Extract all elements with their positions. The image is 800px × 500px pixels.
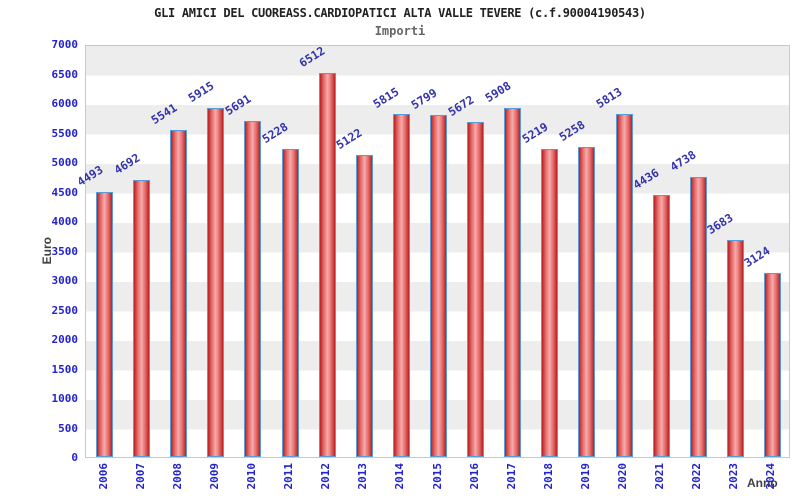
- x-tick-label: 2007: [133, 463, 147, 490]
- chart-subtitle: Importi: [374, 24, 426, 38]
- bar: [392, 114, 410, 457]
- x-tick-label: 2018: [541, 463, 555, 490]
- x-axis-label: Anno: [747, 476, 778, 490]
- bar: [541, 149, 559, 457]
- x-tick-label: 2021: [653, 463, 667, 490]
- x-tick-label: 2010: [244, 463, 258, 490]
- bar: [615, 114, 633, 457]
- x-tick-label: 2009: [207, 463, 221, 490]
- bar: [578, 147, 596, 457]
- x-tick-label: 2014: [393, 463, 407, 490]
- y-tick-label: 4500: [51, 185, 79, 199]
- y-tick-label: 1000: [51, 392, 79, 405]
- x-tick-label: 2016: [467, 463, 481, 490]
- x-tick-label: 2020: [616, 463, 630, 490]
- x-tick-label: 2022: [690, 463, 704, 490]
- y-tick-label: 5000: [51, 156, 79, 169]
- y-tick-label: 3000: [51, 274, 79, 287]
- x-tick-label: 2012: [319, 463, 333, 490]
- bar: [355, 155, 373, 457]
- x-tick-label: 2015: [430, 463, 444, 490]
- bar: [652, 195, 670, 457]
- x-tick-label: 2008: [170, 463, 184, 490]
- bar: [244, 121, 262, 457]
- bar: [207, 108, 225, 457]
- bar: [430, 115, 447, 457]
- y-tick-label: 4000: [51, 215, 79, 228]
- bar: [96, 192, 114, 457]
- x-tick-label: 2006: [96, 463, 110, 490]
- bar: [318, 73, 336, 457]
- y-tick-label: 6000: [51, 97, 79, 110]
- y-tick-label: 3500: [51, 244, 79, 258]
- y-tick-label: 6500: [51, 67, 79, 81]
- x-tick-label: 2019: [578, 463, 592, 490]
- bar: [170, 130, 188, 457]
- bar: [726, 240, 744, 457]
- bar: [467, 122, 485, 457]
- bar: [281, 149, 299, 457]
- plot-area: [85, 45, 790, 458]
- bar: [504, 108, 522, 457]
- bar: [763, 273, 781, 457]
- y-tick-label: 0: [71, 451, 78, 464]
- x-tick-label: 2017: [504, 463, 518, 490]
- y-tick-label: 1500: [51, 362, 79, 376]
- bar: [689, 177, 707, 457]
- y-tick-label: 500: [58, 421, 78, 435]
- x-tick-label: 2023: [727, 463, 741, 490]
- bar: [133, 180, 151, 457]
- y-tick-label: 7000: [51, 38, 79, 51]
- chart-title: GLI AMICI DEL CUOREASS.CARDIOPATICI ALTA…: [154, 6, 646, 20]
- y-tick-label: 2500: [51, 303, 79, 317]
- x-tick-label: 2011: [282, 463, 296, 490]
- x-tick-label: 2024: [764, 463, 778, 490]
- x-tick-label: 2013: [356, 463, 370, 490]
- y-tick-label: 5500: [51, 126, 79, 140]
- y-tick-label: 2000: [51, 333, 79, 346]
